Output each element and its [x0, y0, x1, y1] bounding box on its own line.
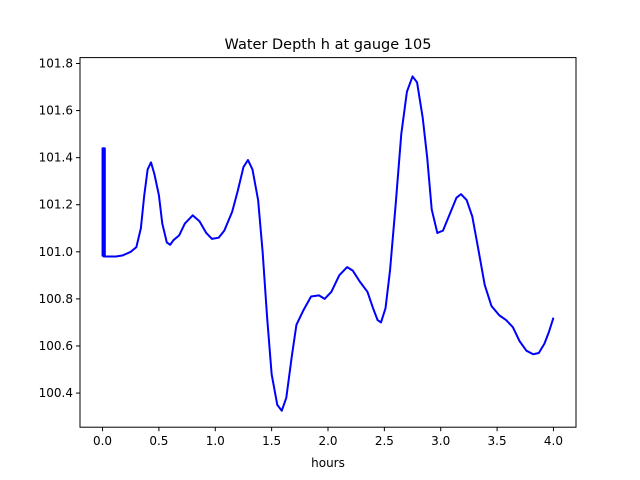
series-line-0 [101, 75, 555, 412]
x-tick-label: 0.5 [149, 434, 168, 448]
x-tick-label: 3.0 [431, 434, 450, 448]
y-tick-label: 101.6 [39, 104, 73, 118]
y-tick-label: 101.2 [39, 198, 73, 212]
plot-layer [101, 75, 555, 412]
x-tick-label: 3.5 [488, 434, 507, 448]
x-axis-label: hours [311, 456, 345, 470]
x-tick-label: 1.5 [262, 434, 281, 448]
y-tick-label: 101.8 [39, 56, 73, 70]
axes-frame [79, 57, 577, 428]
y-tick-label: 100.8 [39, 292, 73, 306]
x-tick-label: 2.5 [375, 434, 394, 448]
y-tick-label: 100.6 [39, 339, 73, 353]
ticks-layer: 0.0 0.5 1.0 1.5 2.0 2.5 3.0 3.5 4.0 100.4 100.6 100… [39, 56, 563, 448]
y-tick-label: 101.4 [39, 151, 73, 165]
y-tick-label: 101.0 [39, 245, 73, 259]
y-tick-label: 100.4 [39, 386, 73, 400]
x-tick-label: 0.0 [93, 434, 112, 448]
x-tick-label: 1.0 [206, 434, 225, 448]
x-tick-label: 4.0 [544, 434, 563, 448]
chart-title: Water Depth h at gauge 105 [225, 37, 432, 53]
x-tick-label: 2.0 [318, 434, 337, 448]
